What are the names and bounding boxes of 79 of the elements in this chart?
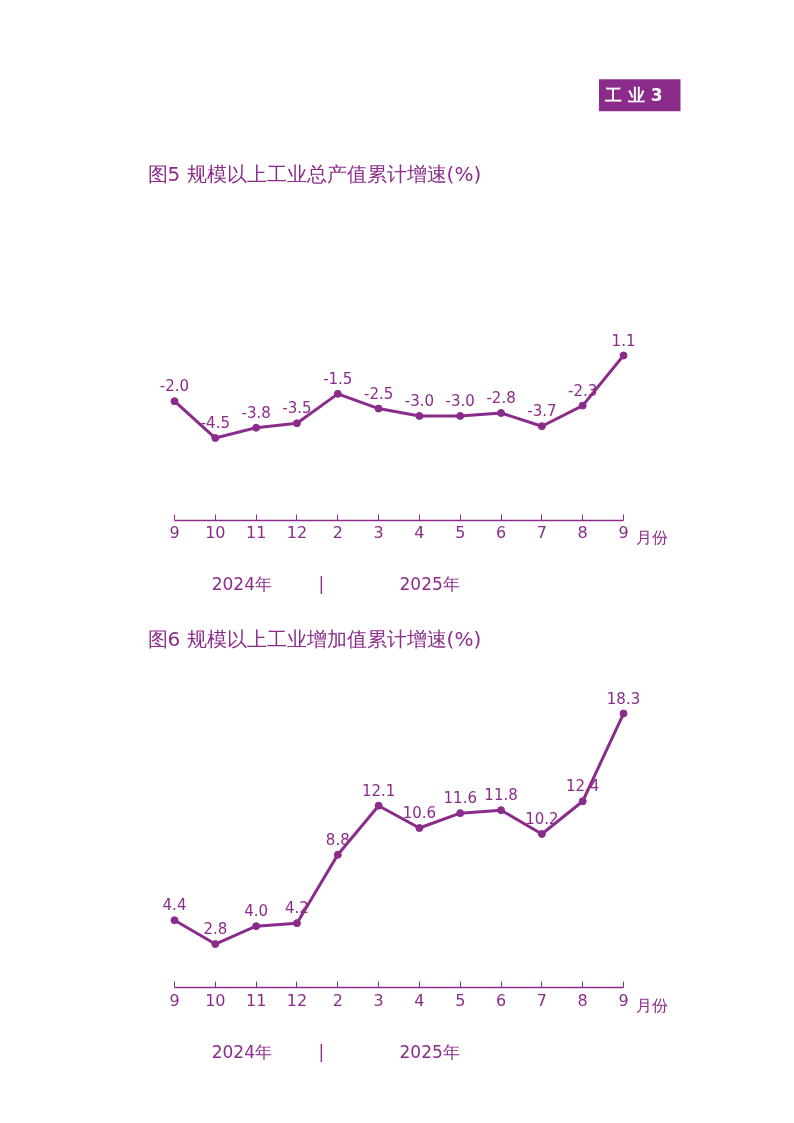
point: [170, 916, 179, 925]
point: [170, 397, 179, 406]
text: 2025年: [399, 574, 460, 595]
text: 2024年: [211, 1042, 272, 1063]
x-tick-label: 7: [536, 990, 547, 1010]
point: [252, 423, 261, 432]
point: [211, 434, 220, 443]
x-tick-label: 5: [455, 523, 466, 543]
data-label: -3.8: [241, 403, 271, 422]
data-label: -2.5: [363, 384, 394, 403]
x-tick-label: 2: [332, 990, 343, 1010]
point: [292, 419, 301, 428]
x-tick-label: 6: [495, 523, 507, 543]
x-tick-label: 9: [169, 523, 180, 543]
point: [374, 404, 383, 413]
data-label: 2.8: [203, 920, 228, 938]
x-tick-label: 8: [577, 990, 588, 1010]
data-label: 4.0: [244, 902, 269, 921]
text: 2024年: [211, 574, 272, 595]
chart-title: 图6 规模以上工业增加值累计增速(%): [147, 627, 482, 652]
data-label: -2.0: [159, 377, 190, 396]
data-label: 11.6: [443, 789, 477, 808]
x-tick-label: 11: [245, 990, 267, 1010]
point: [333, 850, 342, 859]
point: [415, 411, 424, 420]
point: [374, 801, 383, 810]
data-label: -3.0: [404, 391, 435, 410]
point: [211, 940, 220, 948]
x-tick-label: 6: [495, 990, 507, 1010]
point: [578, 797, 587, 806]
x-tick-label: 12: [286, 523, 308, 543]
point: [578, 401, 587, 410]
data-label: 11.8: [484, 786, 518, 805]
data-label: 12.1: [361, 781, 396, 800]
point: [619, 351, 628, 360]
x-axis-title: 月份: [635, 528, 668, 548]
data-label: -2.8: [486, 388, 516, 407]
x-tick-label: 3: [373, 523, 384, 543]
data-label: 1.1: [611, 331, 636, 350]
x-tick-label: 11: [245, 523, 267, 543]
data-label: 10.6: [402, 804, 437, 823]
data-label: -1.5: [323, 369, 353, 388]
data-label: -3.5: [282, 399, 312, 418]
x-tick-label: 2: [332, 523, 343, 543]
point: [252, 922, 261, 931]
x-tick-label: 9: [618, 990, 629, 1010]
x-tick-label: 12: [286, 990, 308, 1010]
x-tick-label: 4: [414, 990, 425, 1010]
point: [333, 389, 342, 398]
text: 工 业 3: [604, 85, 663, 106]
data-label: -3.0: [445, 391, 475, 410]
point: [619, 709, 628, 718]
chart-title: 图5 规模以上工业总产值累计增速(%): [147, 162, 482, 187]
point: [456, 411, 465, 420]
point: [537, 829, 546, 838]
point: [497, 408, 506, 417]
data-label: 4.4: [162, 896, 187, 915]
x-tick-label: 10: [205, 523, 226, 543]
x-tick-label: 9: [169, 990, 180, 1010]
text: |: [318, 574, 325, 595]
text: |: [318, 1042, 325, 1063]
data-label: 18.3: [606, 689, 641, 708]
point: [537, 422, 546, 431]
text: 2025年: [399, 1042, 460, 1063]
point: [456, 809, 465, 818]
x-tick-label: 4: [414, 523, 425, 543]
point: [415, 824, 424, 833]
x-tick-label: 8: [577, 523, 588, 543]
x-axis-title: 月份: [635, 995, 668, 1015]
point: [292, 919, 301, 928]
data-label: 10.2: [525, 809, 559, 828]
x-tick-label: 9: [618, 523, 629, 543]
x-tick-label: 5: [455, 990, 466, 1010]
x-tick-label: 10: [205, 990, 226, 1010]
point: [497, 806, 506, 815]
x-tick-label: 7: [536, 523, 547, 543]
x-tick-label: 3: [373, 990, 384, 1010]
data-label: -3.7: [527, 402, 557, 421]
data-label: -4.5: [200, 414, 230, 433]
